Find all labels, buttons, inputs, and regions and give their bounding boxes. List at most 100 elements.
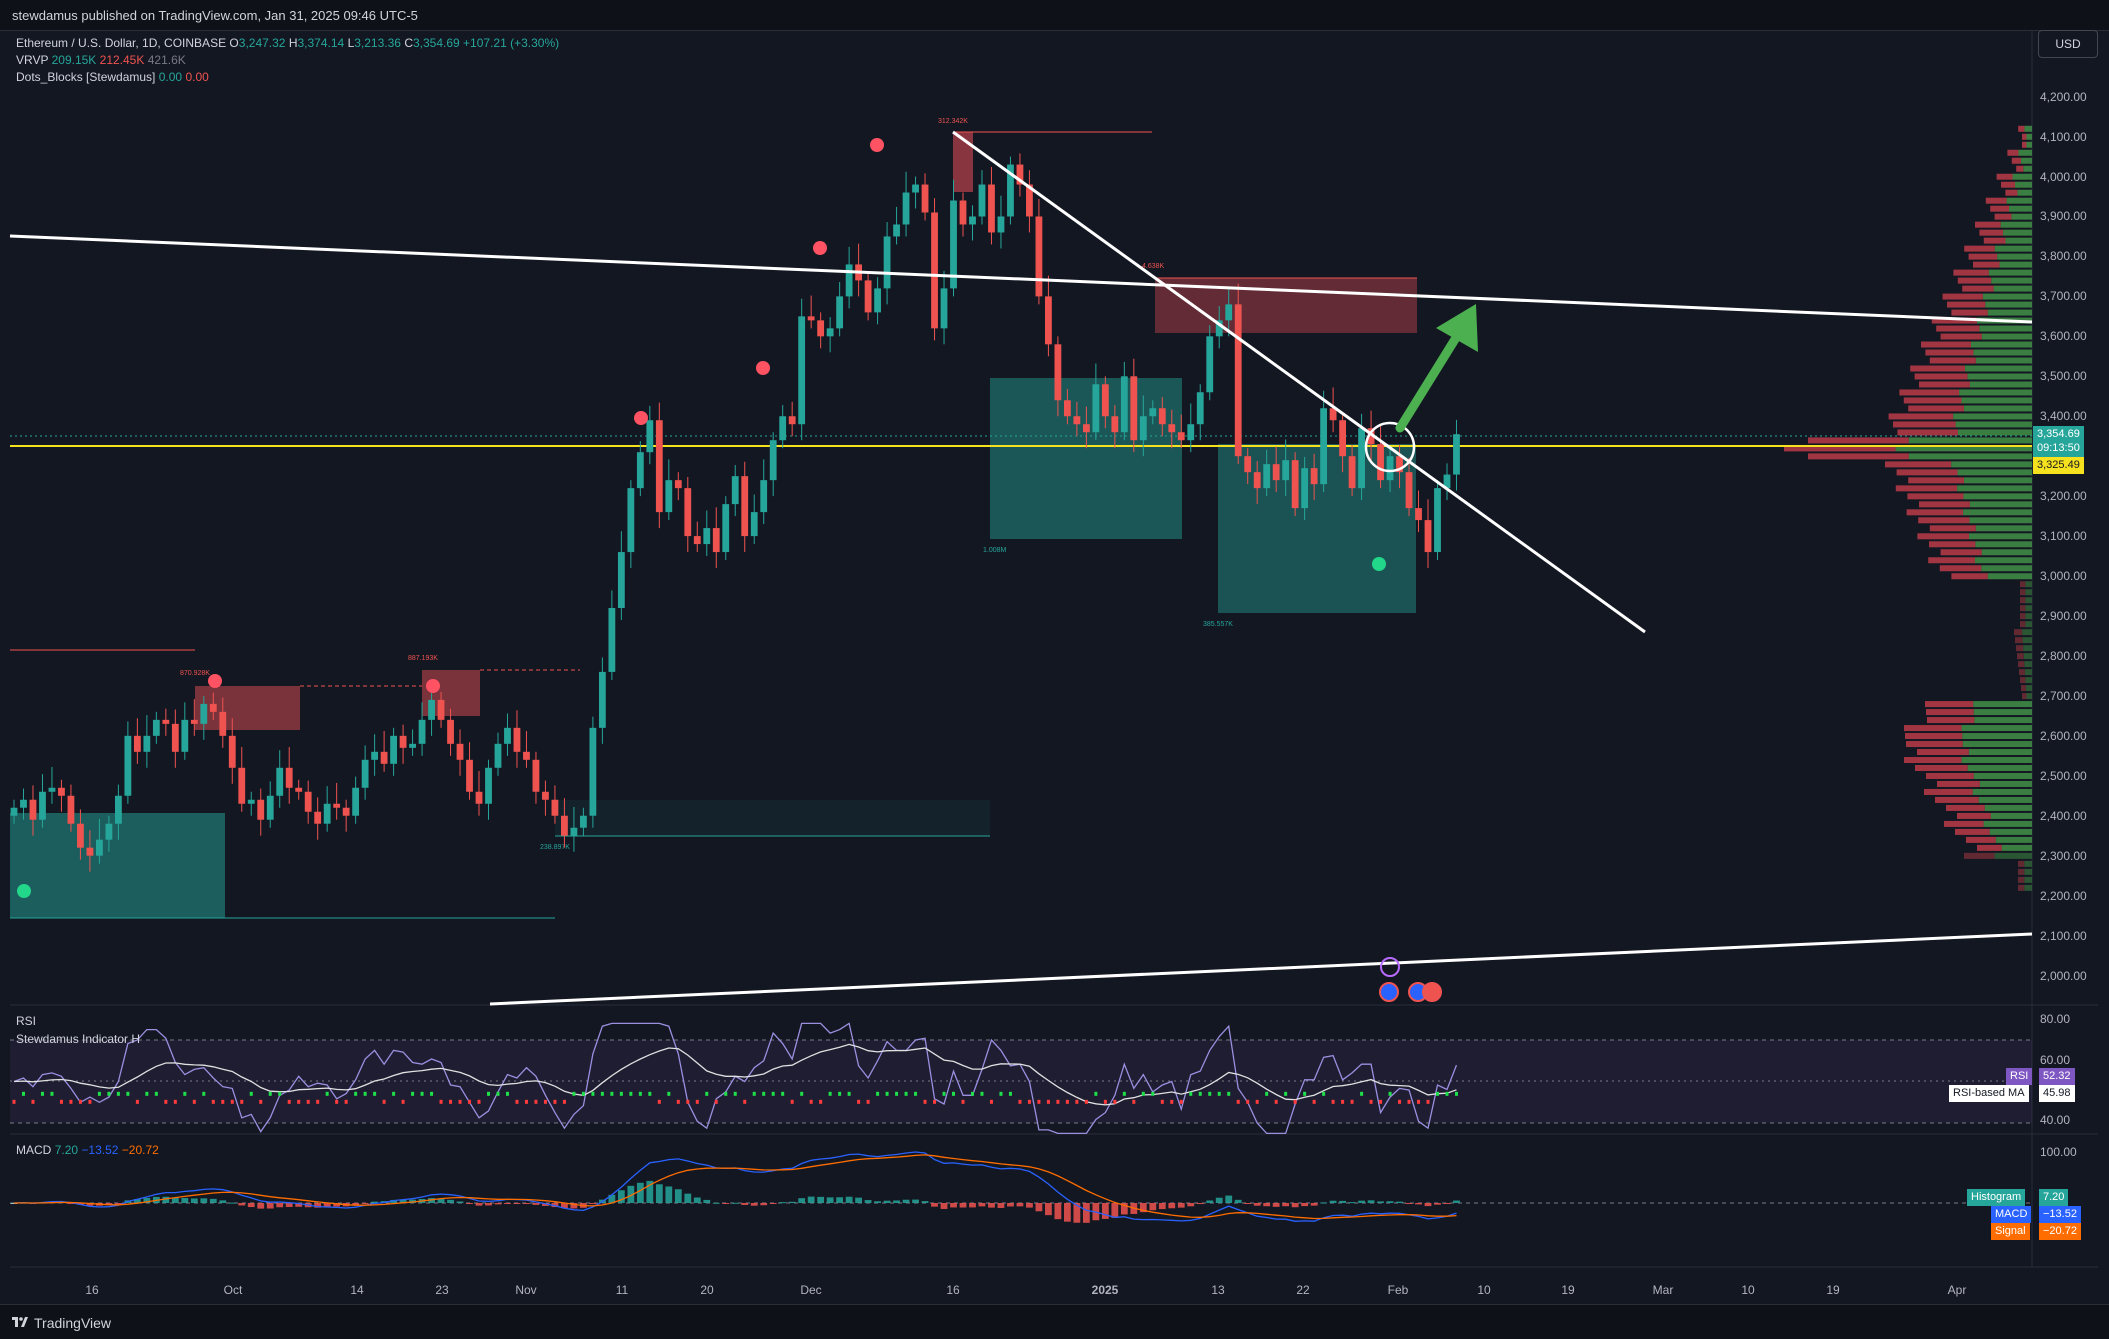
candle-body[interactable] [209,703,217,712]
candle-body[interactable] [542,791,549,800]
target-arrow[interactable] [1395,323,1467,433]
candle-body[interactable] [798,316,806,425]
candle-body[interactable] [874,288,881,313]
candle-body[interactable] [152,719,160,736]
candle-body[interactable] [1396,456,1403,473]
candle-body[interactable] [693,536,701,545]
candle-body[interactable] [1092,384,1100,433]
candle-body[interactable] [722,504,730,553]
candle-body[interactable] [466,759,473,792]
candle-body[interactable] [20,799,27,808]
vrvp-legend[interactable]: VRVP 209.15K 212.45K 421.6K [16,53,186,67]
candle-body[interactable] [304,791,312,812]
candle-body[interactable] [1007,164,1014,217]
candle-body[interactable] [1187,424,1195,441]
candle-body[interactable] [959,200,967,225]
candle-body[interactable] [105,823,113,840]
candle-body[interactable] [171,723,179,752]
dots-blocks-legend[interactable]: Dots_Blocks [Stewdamus] 0.00 0.00 [16,70,209,84]
candle-body[interactable] [1149,408,1157,417]
candle-body[interactable] [703,528,711,545]
candle-body[interactable] [779,416,787,441]
candle-body[interactable] [1443,474,1451,489]
candle-body[interactable] [969,216,976,225]
candle-body[interactable] [1282,460,1290,481]
candle-body[interactable] [428,699,435,720]
candle-body[interactable] [1329,408,1337,421]
candle-body[interactable] [1130,376,1138,441]
candle-body[interactable] [494,743,502,768]
candle-body[interactable] [788,416,796,425]
candle-body[interactable] [760,480,768,513]
candle-body[interactable] [1120,376,1128,433]
candle-body[interactable] [988,184,995,233]
candle-body[interactable] [1405,472,1413,509]
candle-body[interactable] [456,743,464,760]
candle-body[interactable] [1358,428,1365,489]
candle-body[interactable] [48,787,56,792]
candle-body[interactable] [143,735,151,752]
candle-body[interactable] [1026,184,1033,217]
candle-body[interactable] [1016,164,1024,185]
candle-body[interactable] [674,480,682,489]
symbol-legend[interactable]: Ethereum / U.S. Dollar, 1D, COINBASE O3,… [16,36,560,50]
candle-body[interactable] [1215,320,1223,337]
candle-body[interactable] [323,803,331,824]
candle-body[interactable] [570,827,578,836]
candle-body[interactable] [1234,304,1242,457]
candle-body[interactable] [750,512,758,537]
candle-body[interactable] [58,787,65,796]
candle-body[interactable] [247,799,255,804]
candle-body[interactable] [1035,216,1043,297]
candle-body[interactable] [219,711,227,736]
candle-body[interactable] [295,787,303,792]
candle-body[interactable] [333,803,341,808]
candle-body[interactable] [608,607,616,672]
candle-body[interactable] [978,184,986,217]
candle-body[interactable] [162,719,170,724]
candle-body[interactable] [228,735,236,768]
flag-icon[interactable] [1379,982,1399,1002]
candle-body[interactable] [864,280,872,313]
candle-body[interactable] [817,320,825,337]
candle-body[interactable] [712,528,720,553]
candle-body[interactable] [1253,472,1261,489]
candle-body[interactable] [1045,296,1052,345]
candle-body[interactable] [665,480,673,513]
candle-body[interactable] [1367,428,1375,445]
event-icon[interactable] [1380,957,1400,977]
candle-body[interactable] [285,767,293,788]
candle-body[interactable] [1158,408,1166,425]
breakout-circle[interactable] [1364,421,1416,473]
candle-body[interactable] [1063,400,1071,417]
candle-body[interactable] [276,767,284,796]
candle-body[interactable] [1244,456,1252,473]
candle-body[interactable] [133,735,141,752]
candle-body[interactable] [77,823,84,848]
candle-body[interactable] [1453,434,1460,475]
candle-body[interactable] [86,847,94,856]
candle-body[interactable] [883,236,891,289]
candle-body[interactable] [921,184,929,213]
macd-legend[interactable]: MACD 7.20 −13.52 −20.72 [16,1143,159,1157]
candle-body[interactable] [96,839,103,856]
candle-body[interactable] [1291,460,1299,509]
candle-body[interactable] [1177,432,1185,441]
candle-body[interactable] [67,795,75,824]
candle-body[interactable] [1196,392,1204,425]
candle-body[interactable] [741,476,749,537]
candle-body[interactable] [646,420,654,453]
flag-icon[interactable] [1422,982,1442,1002]
candle-body[interactable] [200,703,208,724]
candle-body[interactable] [1206,336,1214,393]
candle-body[interactable] [314,811,322,824]
support-trendline[interactable] [489,932,2033,1006]
candle-body[interactable] [523,751,530,760]
candle-body[interactable] [361,759,369,788]
candle-body[interactable] [551,799,559,816]
candle-body[interactable] [1415,508,1422,521]
candle-body[interactable] [352,787,360,816]
candle-body[interactable] [513,727,521,752]
candle-body[interactable] [1301,468,1309,509]
